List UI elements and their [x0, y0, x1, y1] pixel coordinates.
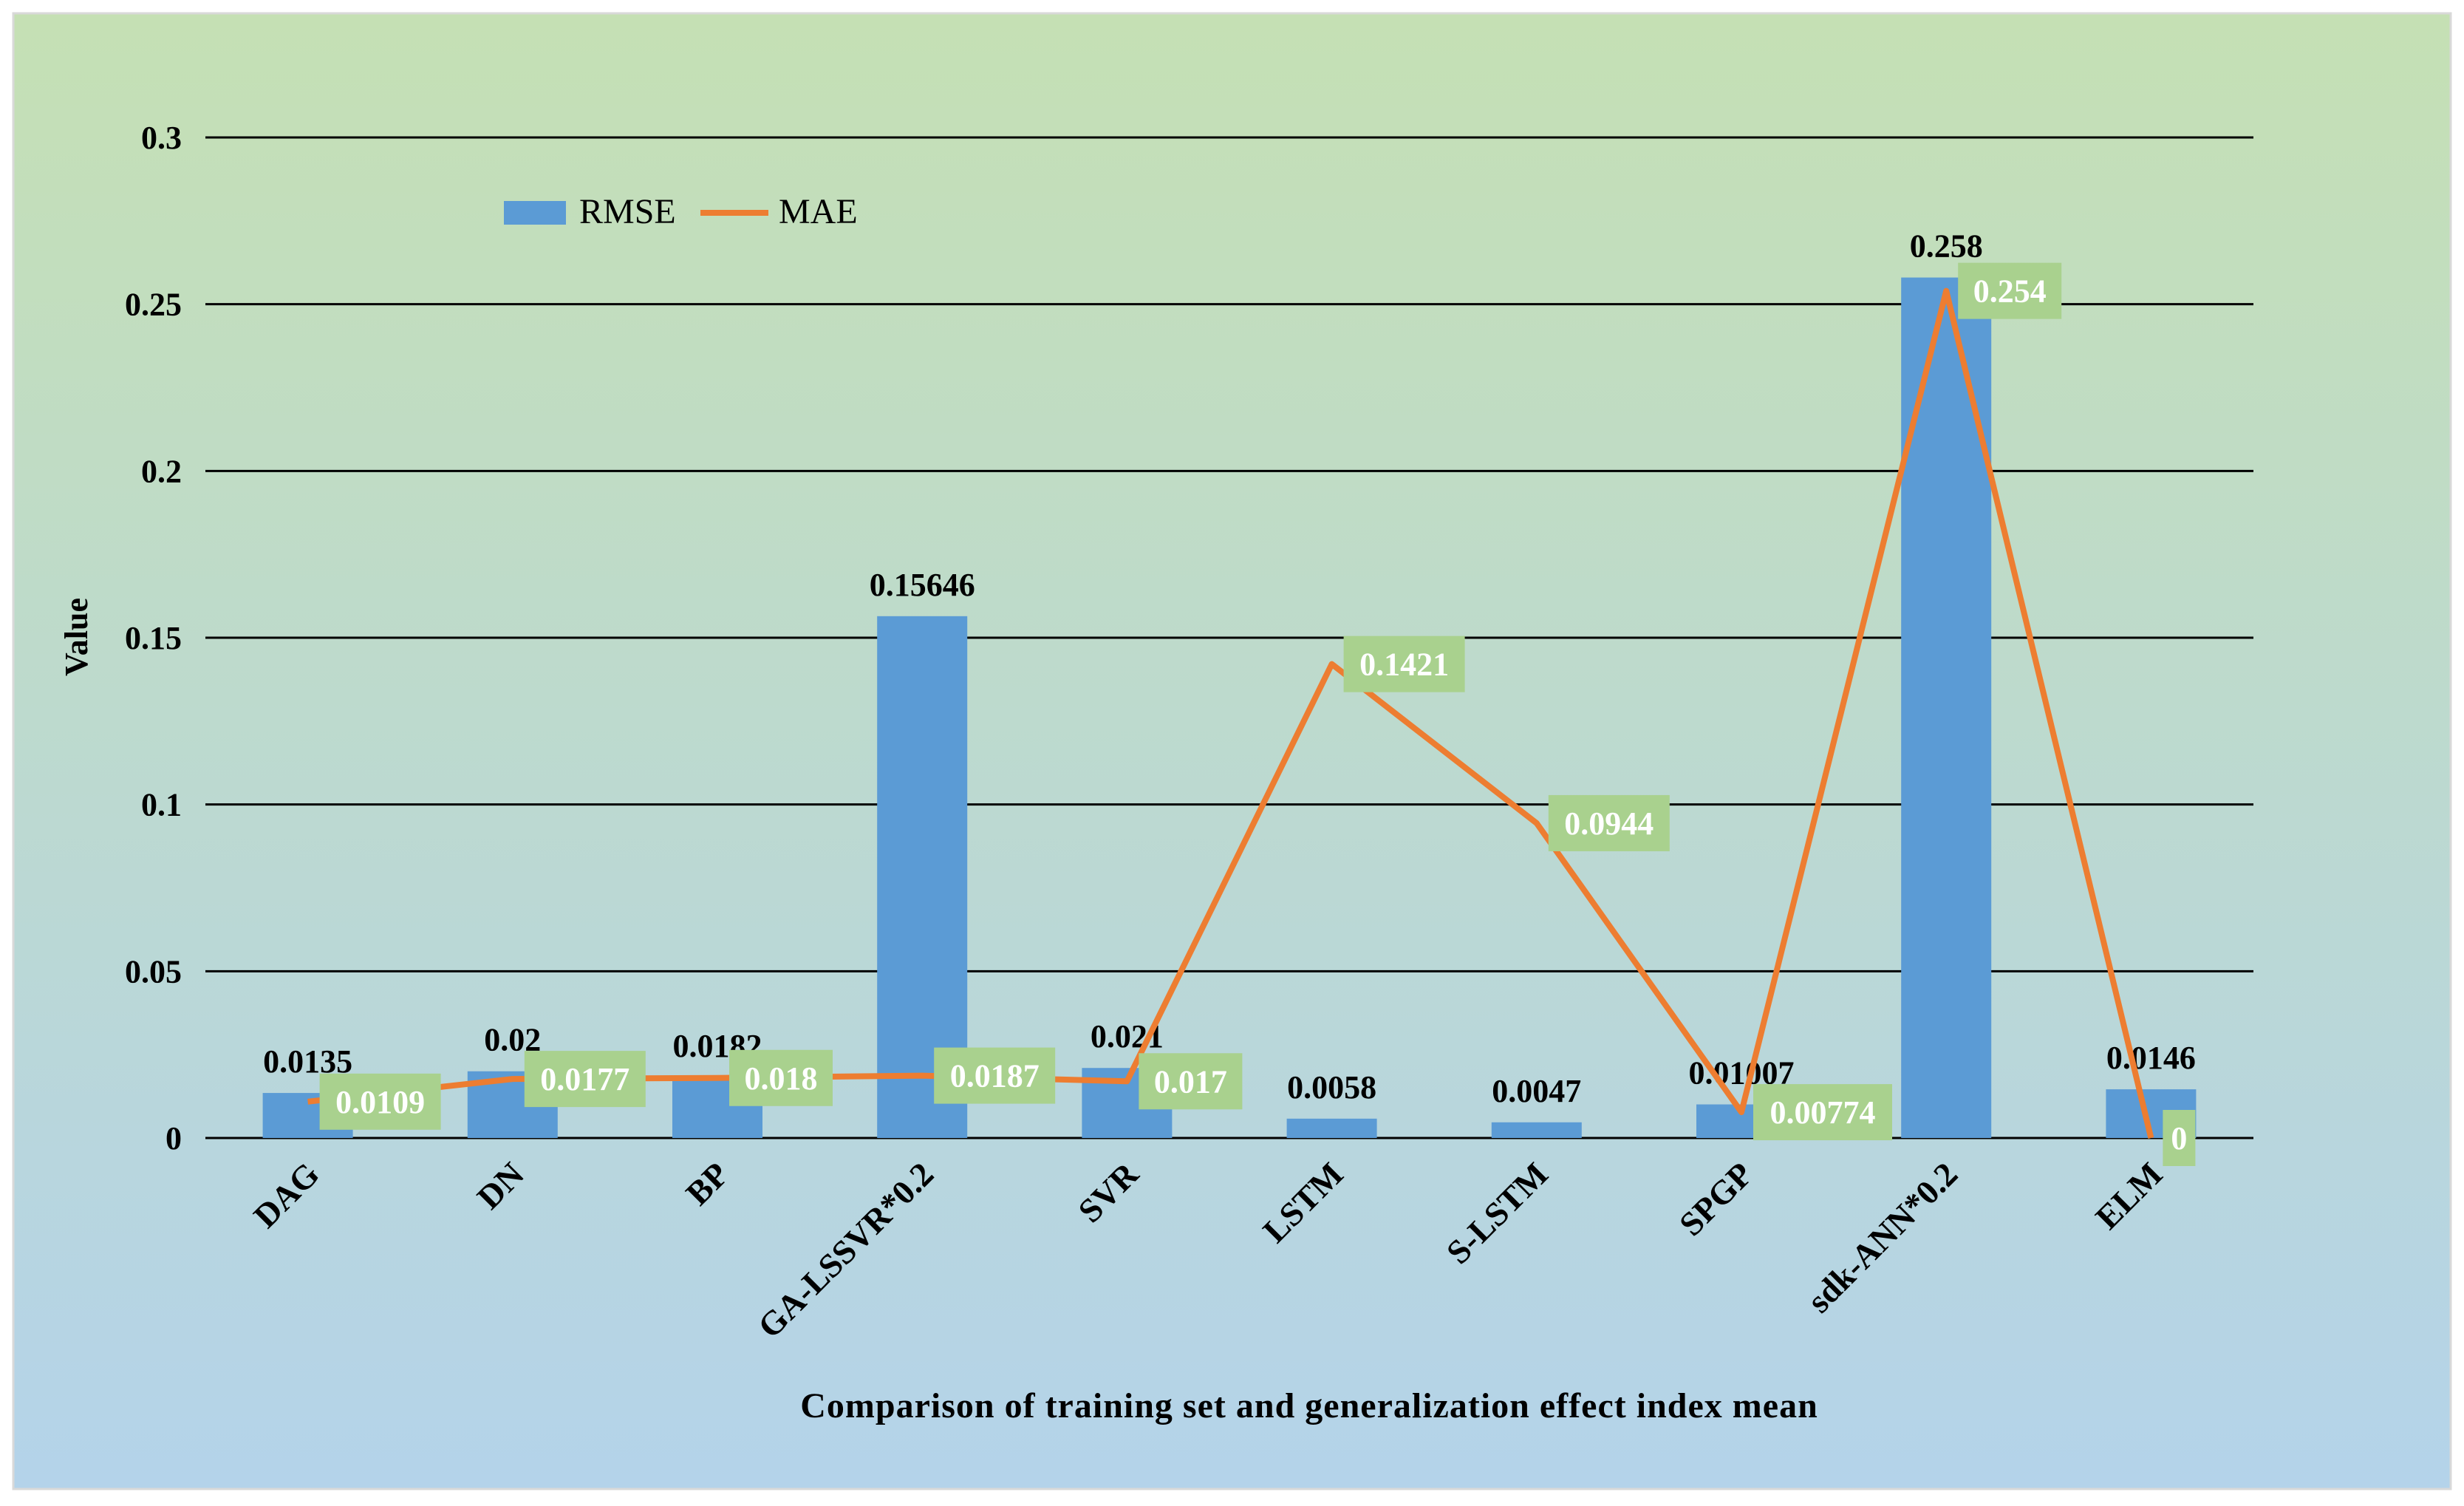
mae-value-label: 0.017 [1154, 1063, 1227, 1100]
rmse-value-label: 0.0146 [2106, 1040, 2196, 1076]
y-tick-label: 0.3 [141, 120, 182, 156]
mae-label-box [524, 1051, 646, 1108]
mae-value-label: 0.00774 [1770, 1094, 1876, 1131]
mae-label-box [1139, 1053, 1243, 1110]
y-tick-label: 0 [165, 1120, 182, 1156]
legend-rmse-swatch [504, 201, 566, 225]
mae-value-label: 0.1421 [1359, 647, 1449, 683]
mae-value-label: 0.0109 [335, 1084, 425, 1120]
gridlines [205, 136, 2253, 1139]
legend-mae-label: MAE [779, 192, 858, 231]
chart-background [12, 12, 2452, 1490]
rmse-value-label: 0.0047 [1492, 1073, 1581, 1109]
x-axis-title: Comparison of training set and generaliz… [800, 1386, 1818, 1425]
mae-label-box [319, 1073, 441, 1130]
mae-value-label: 0.0944 [1564, 805, 1654, 842]
mae-label-box [1343, 636, 1465, 692]
y-axis-title: Value [58, 598, 95, 676]
mae-value-label: 0.0187 [950, 1058, 1040, 1094]
y-tick-label: 0.2 [141, 453, 182, 489]
mae-data-labels: 0.0109 0.0177 0.018 0.0187 0.017 0.1421 0.0944… [319, 262, 2196, 1166]
mae-value-label: 0.0177 [540, 1061, 629, 1097]
rmse-value-label: 0.15646 [870, 567, 975, 603]
rmse-bar [1491, 1122, 1582, 1138]
rmse-value-label: 0.0058 [1287, 1069, 1376, 1105]
mae-label-box [1753, 1084, 1892, 1141]
mae-label-box [2163, 1110, 2196, 1166]
mae-value-label: 0 [2171, 1120, 2187, 1156]
rmse-value-label: 0.258 [1910, 228, 1983, 265]
y-tick-label: 0.05 [125, 953, 182, 989]
legend: RMSE MAE [504, 192, 858, 231]
mae-label-box [1958, 262, 2062, 319]
mae-value-label: 0.254 [1973, 273, 2047, 310]
y-tick-label: 0.1 [141, 787, 182, 823]
y-axis-ticks: 0 0.05 0.1 0.15 0.2 0.25 0.3 [125, 120, 182, 1156]
legend-rmse-label: RMSE [579, 192, 676, 231]
rmse-bar [1286, 1118, 1377, 1138]
y-tick-label: 0.25 [125, 287, 182, 323]
y-tick-label: 0.15 [125, 620, 182, 656]
mae-label-box [729, 1049, 833, 1106]
mae-label-box [934, 1047, 1056, 1104]
mae-value-label: 0.018 [745, 1060, 818, 1097]
mae-label-box [1548, 794, 1670, 851]
